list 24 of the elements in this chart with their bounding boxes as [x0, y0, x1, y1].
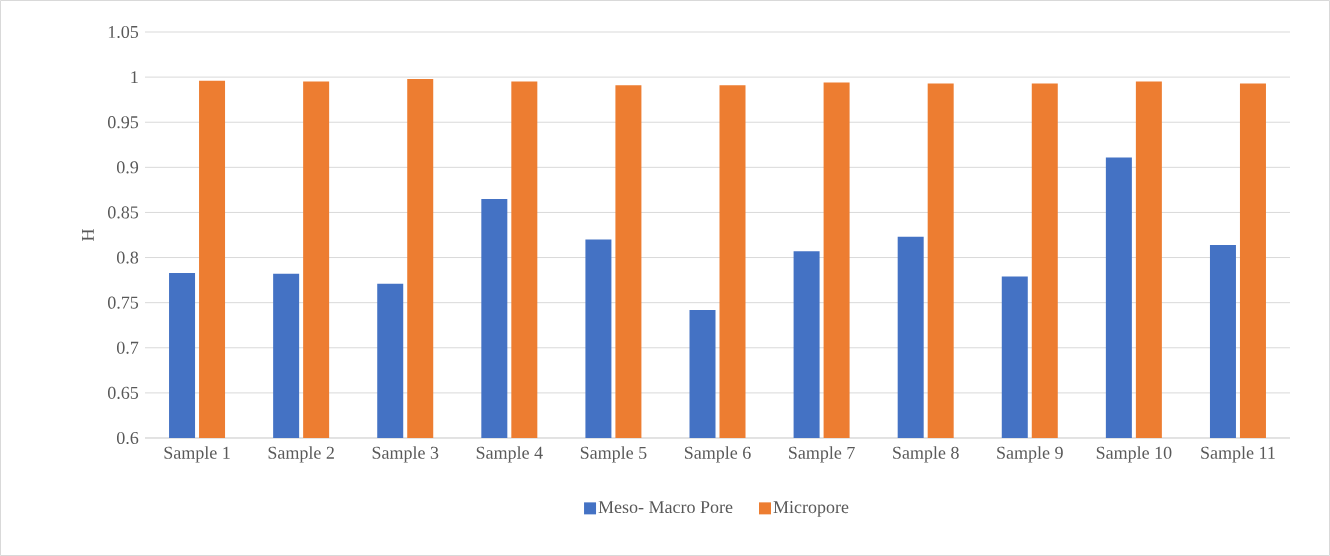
x-tick-label: Sample 9: [997, 446, 1063, 463]
x-tick-label: Sample 1: [164, 446, 230, 463]
x-tick-label: Sample 3: [372, 446, 439, 463]
y-tick-label: 0.95: [107, 116, 139, 129]
legend-label: Micropore: [773, 501, 849, 517]
x-tick-label: Sample 6: [684, 446, 751, 463]
y-axis-title: H: [82, 229, 94, 241]
y-tick-label: 1: [131, 71, 138, 84]
x-tick-label: Sample 2: [268, 446, 334, 463]
x-tick-label: Sample 7: [789, 446, 855, 463]
legend-label: Meso- Macro Pore: [598, 501, 733, 514]
y-tick-label: 0.65: [107, 386, 139, 399]
y-tick-label: 0.8: [116, 251, 139, 264]
y-tick-label: 0.6: [116, 431, 139, 445]
y-tick-label: 0.75: [107, 296, 139, 309]
y-tick-label: 0.9: [116, 161, 139, 174]
y-tick-label: 1.05: [108, 25, 139, 39]
x-tick-label: Sample 8: [893, 446, 959, 463]
x-tick-label: Sample 11: [1201, 446, 1275, 463]
x-tick-label: Sample 5: [580, 446, 647, 463]
x-tick-label: Sample 4: [476, 446, 543, 463]
y-tick-label: 0.7: [116, 341, 139, 354]
y-tick-label: 0.85: [107, 206, 139, 219]
x-tick-label: Sample 10: [1096, 446, 1172, 463]
